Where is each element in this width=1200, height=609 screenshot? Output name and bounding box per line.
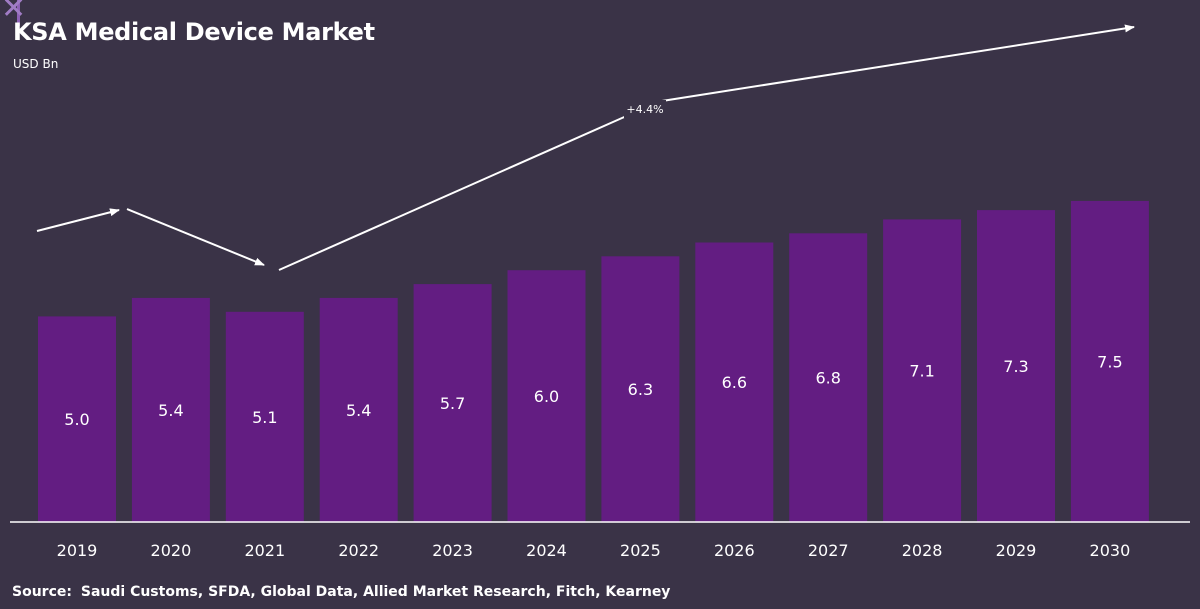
value-label-2025: 6.3: [628, 380, 653, 399]
bar-2025: [601, 256, 680, 522]
source-note: Source: Saudi Customs, SFDA, Global Data…: [12, 584, 670, 600]
x-tick-2025: 2025: [620, 541, 661, 560]
chart-unit: USD Bn: [13, 57, 59, 71]
growth-annotation: +4.4%: [626, 103, 663, 116]
bar-2026: [695, 242, 774, 522]
value-label-2029: 7.3: [1003, 357, 1028, 376]
trend-arrow-2020-2021: [126, 208, 265, 266]
bar-2021: [225, 311, 304, 522]
annotation-backdrop: [624, 100, 666, 118]
bar-2022: [319, 297, 398, 522]
bar-2023: [413, 284, 492, 522]
value-label-2019: 5.0: [64, 410, 89, 429]
value-label-2022: 5.4: [346, 401, 371, 420]
value-label-2026: 6.6: [722, 373, 747, 392]
x-tick-2024: 2024: [526, 541, 567, 560]
x-tick-2030: 2030: [1090, 541, 1131, 560]
bars-layer: 5.0 2019 5.4 2020 5.1 2021 5.4 2022 5.7 2023 6.0 20…: [38, 200, 1149, 560]
trend-arrows: +4.4%: [36, 24, 1135, 271]
x-tick-2029: 2029: [996, 541, 1037, 560]
x-tick-2028: 2028: [902, 541, 943, 560]
bar-2019: [38, 316, 116, 522]
bar-2029: [977, 210, 1055, 522]
bar-2030: [1070, 200, 1149, 522]
value-label-2030: 7.5: [1097, 353, 1122, 372]
value-label-2024: 6.0: [534, 387, 559, 406]
bar-2028: [883, 219, 962, 522]
bar-2027: [789, 233, 868, 523]
source-label: Source:: [12, 584, 72, 600]
x-tick-2022: 2022: [338, 541, 379, 560]
value-label-2020: 5.4: [158, 401, 183, 420]
value-label-2027: 6.8: [815, 369, 840, 388]
x-tick-2020: 2020: [151, 541, 192, 560]
x-tick-2023: 2023: [432, 541, 473, 560]
value-label-2021: 5.1: [252, 408, 277, 427]
logo-frame: [0, 0, 20, 26]
trend-arrow-2019-2020: [36, 208, 120, 232]
x-tick-2019: 2019: [57, 541, 98, 560]
bar-2024: [507, 270, 586, 522]
value-label-2028: 7.1: [909, 362, 934, 381]
value-label-2023: 5.7: [440, 394, 465, 413]
kearney-logo: ✕: [0, 0, 26, 26]
chart-title: KSA Medical Device Market: [13, 18, 375, 46]
source-text: Saudi Customs, SFDA, Global Data, Allied…: [80, 584, 671, 600]
x-tick-2021: 2021: [244, 541, 285, 560]
x-tick-2026: 2026: [714, 541, 755, 560]
x-tick-2027: 2027: [808, 541, 849, 560]
logo-x-icon: ✕: [1, 0, 26, 26]
bar-2020: [131, 297, 210, 522]
